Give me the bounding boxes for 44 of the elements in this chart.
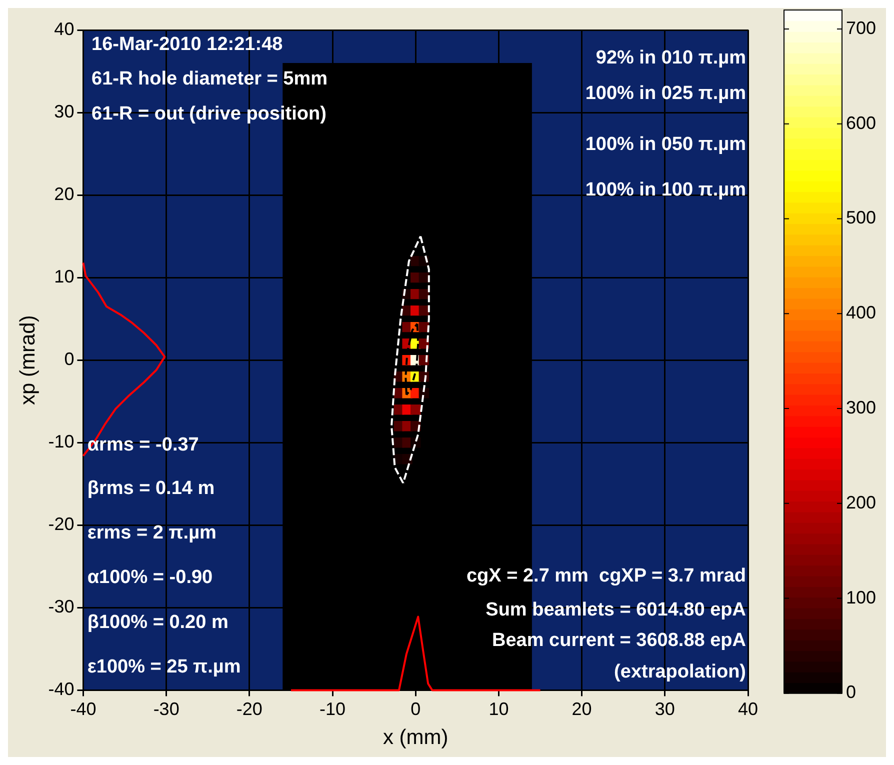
- annotation: 100% in 050 π.µm: [585, 134, 746, 155]
- y-tick-label: 30: [54, 101, 74, 122]
- annotation: 100% in 025 π.µm: [585, 82, 746, 104]
- x-tick-label: -30: [153, 698, 180, 719]
- annotation: εrms = 2 π.µm: [87, 522, 216, 544]
- color-bar-label: 700: [846, 18, 876, 38]
- annotation: βrms = 0.14 m: [87, 478, 215, 500]
- y-axis-title: xp (mrad): [16, 315, 40, 406]
- annotation: 92% in 010 π.µm: [596, 47, 746, 68]
- x-tick-label: 30: [654, 698, 675, 719]
- y-tick-label: -10: [48, 432, 74, 452]
- annotation: 100% in 100 π.µm: [585, 179, 746, 200]
- color-bar-label: 300: [846, 398, 876, 418]
- y-tick-label: -30: [48, 596, 74, 617]
- y-tick-label: 20: [54, 184, 74, 204]
- annotation: Sum beamlets = 6014.80 epA: [486, 599, 746, 620]
- x-axis-title: x (mm): [382, 726, 448, 750]
- annotation: Beam current = 3608.88 epA: [492, 630, 746, 651]
- y-tick-label: 40: [54, 18, 74, 39]
- color-bar-label: 0: [846, 682, 856, 702]
- y-tick-label: -40: [48, 679, 74, 700]
- annotation: α100% = -0.90: [87, 567, 213, 588]
- annotation: cgX = 2.7 mm cgXP = 3.7 mrad: [466, 566, 746, 587]
- annotation: 61-R hole diameter = 5mm: [92, 68, 328, 90]
- annotation: 16-Mar-2010 12:21:48: [92, 34, 283, 56]
- annotation: (extrapolation): [614, 661, 746, 682]
- x-tick-label: 40: [738, 698, 758, 719]
- annotation: 61-R = out (drive position): [92, 103, 326, 124]
- x-tick-label: -10: [320, 698, 346, 719]
- y-tick-label: 0: [64, 349, 74, 370]
- x-tick-label: 20: [572, 698, 592, 719]
- x-tick-label: 10: [488, 698, 509, 719]
- color-bar-label: 600: [846, 112, 876, 133]
- x-tick-label: -40: [70, 698, 96, 719]
- color-bar-label: 500: [846, 208, 876, 228]
- y-tick-label: -20: [48, 514, 74, 534]
- y-tick-label: 10: [54, 266, 74, 287]
- color-bar-label: 100: [846, 587, 876, 608]
- color-bar-label: 400: [846, 302, 876, 323]
- x-tick-label: -20: [236, 698, 262, 719]
- annotation: β100% = 0.20 m: [87, 612, 228, 633]
- color-bar-label: 200: [846, 492, 876, 512]
- x-tick-label: 0: [410, 698, 421, 719]
- annotation: ε100% = 25 π.µm: [87, 656, 241, 678]
